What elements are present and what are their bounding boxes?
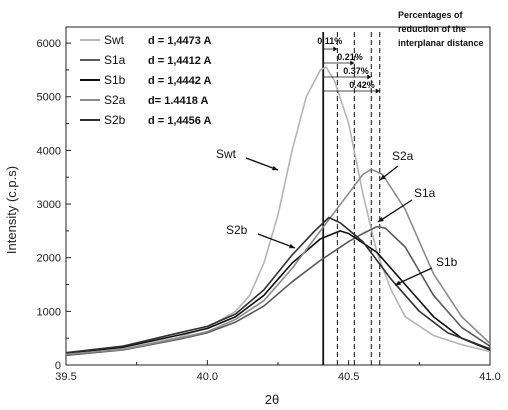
curve-label-arrow [257, 233, 296, 249]
legend-name: S1b [104, 73, 126, 87]
pct-label: 0.37% [343, 66, 369, 76]
curve-label-arrowhead [378, 217, 384, 222]
series-line-s2b [65, 216, 491, 354]
percentage-annotations: 0.11% 0.21% 0.37% 0.42% [317, 36, 380, 94]
pct-arrowhead [367, 74, 372, 80]
series-line-s1a [65, 225, 491, 357]
curve-label-s2a: S2a [392, 149, 414, 163]
note-line-1: Percentages of [398, 10, 464, 20]
pct-label: 0.42% [349, 80, 375, 90]
legend-name: S1a [104, 53, 126, 67]
x-tick-label: 41.0 [479, 371, 500, 383]
x-tick-label: 40.5 [338, 371, 359, 383]
curve-label-arrowhead [272, 165, 278, 171]
y-tick-label: 5000 [37, 92, 61, 104]
note-line-2: reduction of the [398, 24, 466, 34]
x-tick-label: 40.0 [197, 371, 218, 383]
pct-label: 0.21% [337, 52, 363, 62]
legend-d-value: d = 1,4442 A [148, 75, 212, 87]
pct-arrowhead [375, 88, 380, 94]
curve-label-arrowhead [289, 243, 295, 249]
y-tick-label: 2000 [37, 253, 61, 265]
curve-label-arrow [377, 199, 413, 223]
note-line-3: interplanar distance [398, 38, 484, 48]
legend-d-value: d = 1,4412 A [148, 55, 212, 67]
legend-name: S2a [104, 93, 126, 107]
y-tick-label: 3000 [37, 199, 61, 211]
reference-lines [322, 32, 381, 365]
legend: Swt d = 1,4473 A S1a d = 1,4412 A S1b d = 1,4… [80, 33, 212, 127]
legend-d-value: d = 1,4456 A [148, 115, 212, 127]
series-line-swt [65, 66, 491, 357]
curve-label-s1b: S1b [436, 255, 458, 269]
y-tick-label: 6000 [37, 38, 61, 50]
legend-d-value: d= 1.4418 A [148, 95, 208, 107]
pct-label: 0.11% [317, 36, 342, 46]
y-tick-label: 4000 [37, 145, 61, 157]
x-axis: 39.5 40.0 40.5 41.0 [55, 360, 501, 383]
legend-name: Swt [104, 33, 125, 47]
curve-label-arrowhead [380, 174, 386, 180]
y-tick-label: 0 [55, 360, 61, 372]
series-lines [65, 66, 491, 357]
y-tick-label: 1000 [37, 306, 61, 318]
curve-label-arrow [245, 157, 279, 171]
curve-label-s1a: S1a [414, 186, 436, 200]
curve-label-s2b: S2b [226, 223, 248, 237]
curve-label-arrow [394, 267, 433, 286]
pct-arrowhead [333, 46, 338, 52]
y-axis-label: Intensity (c.p.s) [4, 166, 19, 254]
pct-arrowhead [350, 60, 355, 66]
y-axis: 0 1000 2000 3000 4000 5000 6000 [37, 38, 71, 372]
legend-d-value: d = 1,4473 A [148, 35, 212, 47]
x-tick-label: 39.5 [55, 371, 76, 383]
curve-labels: Swt S2a S1a S2b S1b [216, 147, 458, 286]
legend-name: S2b [104, 113, 126, 127]
x-axis-label: 2θ [265, 392, 279, 407]
curve-label-arrowhead [395, 280, 401, 285]
curve-label-swt: Swt [216, 147, 237, 161]
series-line-s1b [65, 230, 491, 354]
series-line-s2a [65, 168, 491, 356]
